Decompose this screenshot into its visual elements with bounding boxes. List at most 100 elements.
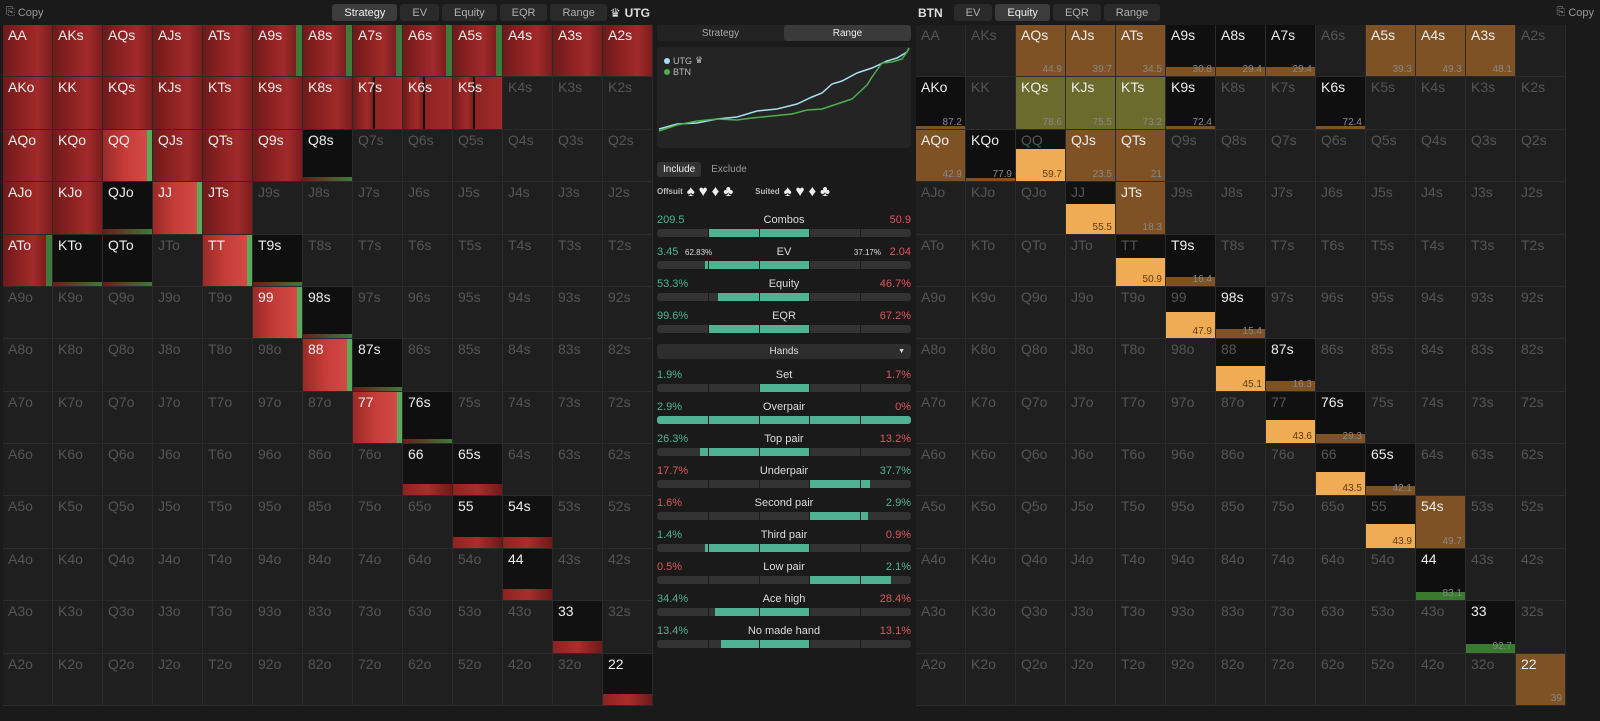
hand-cell[interactable]: Q5s bbox=[453, 129, 503, 183]
hand-cell[interactable]: K9o bbox=[966, 286, 1016, 340]
hand-cell[interactable]: T2s bbox=[1516, 234, 1566, 287]
hand-cell[interactable]: 83o bbox=[303, 601, 353, 654]
hand-cell[interactable]: 34.5 ATs bbox=[1116, 25, 1166, 78]
hand-cell[interactable]: 63s bbox=[553, 444, 603, 497]
hand-cell[interactable]: 83o bbox=[1216, 601, 1266, 654]
tab-range[interactable]: Range bbox=[550, 4, 607, 21]
hand-cell[interactable]: 88 bbox=[303, 339, 353, 392]
hand-cell[interactable]: J3s bbox=[1466, 182, 1516, 235]
tab-eqr-right[interactable]: EQR bbox=[1052, 4, 1101, 21]
hand-cell[interactable]: Q3s bbox=[553, 129, 603, 183]
hand-cell[interactable]: T5o bbox=[203, 496, 253, 549]
hand-cell[interactable]: 54o bbox=[1366, 548, 1416, 602]
hand-cell[interactable]: 64s bbox=[503, 444, 553, 497]
hand-cell[interactable]: 76s bbox=[403, 391, 453, 445]
hand-cell[interactable]: T2s bbox=[603, 234, 653, 287]
hand-cell[interactable]: 43.6 77 bbox=[1266, 391, 1316, 445]
hand-cell[interactable]: A6s bbox=[403, 25, 453, 78]
hand-cell[interactable]: K9s bbox=[253, 77, 303, 130]
hand-cell[interactable]: 92s bbox=[603, 286, 653, 340]
hand-cell[interactable]: 97s bbox=[1266, 286, 1316, 340]
hand-cell[interactable]: 23.5 QJs bbox=[1066, 129, 1116, 183]
hand-cell[interactable]: J7o bbox=[1066, 391, 1116, 445]
hand-cell[interactable]: 33 bbox=[553, 601, 603, 654]
hand-cell[interactable]: J5o bbox=[1066, 496, 1116, 549]
hand-cell[interactable]: 49.3 A4s bbox=[1416, 25, 1466, 78]
hand-cell[interactable]: 96s bbox=[403, 286, 453, 340]
hand-cell[interactable]: 62s bbox=[603, 444, 653, 497]
hand-cell[interactable]: T5s bbox=[1366, 234, 1416, 287]
hand-cell[interactable]: 96s bbox=[1316, 286, 1366, 340]
hand-cell[interactable]: 39 22 bbox=[1516, 653, 1566, 706]
hand-cell[interactable]: ATo bbox=[916, 234, 966, 287]
spade-icon[interactable]: ♠ bbox=[686, 183, 695, 200]
hand-cell[interactable]: A4s bbox=[503, 25, 553, 78]
hand-cell[interactable]: 74s bbox=[1416, 391, 1466, 445]
include-toggle[interactable]: Include bbox=[657, 162, 702, 177]
hand-cell[interactable]: 82o bbox=[303, 653, 353, 706]
hand-cell[interactable]: 86s bbox=[1316, 339, 1366, 392]
hand-cell[interactable]: J5s bbox=[453, 182, 503, 235]
hand-cell[interactable]: 53o bbox=[1366, 601, 1416, 654]
hand-cell[interactable]: 84o bbox=[1216, 548, 1266, 602]
hand-cell[interactable]: 95o bbox=[1166, 496, 1216, 549]
hand-cell[interactable]: K3s bbox=[553, 77, 603, 130]
hand-cell[interactable]: 42s bbox=[603, 548, 653, 602]
hand-cell[interactable]: Q4o bbox=[103, 548, 153, 602]
hand-cell[interactable]: A6o bbox=[3, 444, 53, 497]
hand-cell[interactable]: QJo bbox=[103, 182, 153, 235]
hand-cell[interactable]: 15.4 98s bbox=[1216, 286, 1266, 340]
hand-cell[interactable]: 42s bbox=[1516, 548, 1566, 602]
hand-cell[interactable]: K7s bbox=[353, 77, 403, 130]
hand-cell[interactable]: 94s bbox=[1416, 286, 1466, 340]
hand-cell[interactable]: Q5o bbox=[103, 496, 153, 549]
hand-cell[interactable]: A2s bbox=[1516, 25, 1566, 78]
hand-cell[interactable]: 52o bbox=[1366, 653, 1416, 706]
hand-cell[interactable]: 85s bbox=[1366, 339, 1416, 392]
hand-cell[interactable]: Q4s bbox=[503, 129, 553, 183]
hand-cell[interactable]: K2s bbox=[1516, 77, 1566, 130]
hand-cell[interactable]: 97o bbox=[1166, 391, 1216, 445]
hand-cell[interactable]: J4o bbox=[153, 548, 203, 602]
hand-cell[interactable]: T6o bbox=[1116, 444, 1166, 497]
hand-cell[interactable]: K8o bbox=[53, 339, 103, 392]
hand-cell[interactable]: J4s bbox=[1416, 182, 1466, 235]
hand-cell[interactable]: 43o bbox=[1416, 601, 1466, 654]
hand-cell[interactable]: 62o bbox=[403, 653, 453, 706]
hand-cell[interactable]: QJo bbox=[1016, 182, 1066, 235]
tab-equity[interactable]: Equity bbox=[442, 4, 497, 21]
hand-cell[interactable]: K6o bbox=[53, 444, 103, 497]
hand-cell[interactable]: T6s bbox=[1316, 234, 1366, 287]
hand-cell[interactable]: A9o bbox=[3, 286, 53, 340]
hand-cell[interactable]: K3o bbox=[53, 601, 103, 654]
hand-cell[interactable]: 97o bbox=[253, 391, 303, 445]
hand-cell[interactable]: 29.3 76s bbox=[1316, 391, 1366, 445]
hand-cell[interactable]: J9o bbox=[1066, 286, 1116, 340]
hand-cell[interactable]: T8s bbox=[303, 234, 353, 287]
hand-cell[interactable]: T6s bbox=[403, 234, 453, 287]
hand-cell[interactable]: A8o bbox=[3, 339, 53, 392]
hand-cell[interactable]: 87s bbox=[353, 339, 403, 392]
hand-cell[interactable]: 94s bbox=[503, 286, 553, 340]
hand-cell[interactable]: J6o bbox=[1066, 444, 1116, 497]
hand-cell[interactable]: T2o bbox=[1116, 653, 1166, 706]
hand-cell[interactable]: J9s bbox=[1166, 182, 1216, 235]
hand-cell[interactable]: AA bbox=[3, 25, 53, 78]
hand-cell[interactable]: T4o bbox=[203, 548, 253, 602]
hand-cell[interactable]: 43s bbox=[1466, 548, 1516, 602]
hand-cell[interactable]: 63o bbox=[403, 601, 453, 654]
hand-cell[interactable]: 75s bbox=[453, 391, 503, 445]
tab-equity-right[interactable]: Equity bbox=[995, 4, 1050, 21]
hand-cell[interactable]: 73.2 KTs bbox=[1116, 77, 1166, 130]
hand-cell[interactable]: 44 bbox=[503, 548, 553, 602]
hand-cell[interactable]: Q6o bbox=[103, 444, 153, 497]
hand-cell[interactable]: 76o bbox=[353, 444, 403, 497]
hand-cell[interactable]: J5o bbox=[153, 496, 203, 549]
hand-cell[interactable]: 92o bbox=[253, 653, 303, 706]
hand-cell[interactable]: A7o bbox=[916, 391, 966, 445]
hand-cell[interactable]: K6s bbox=[403, 77, 453, 130]
hand-cell[interactable]: 93s bbox=[1466, 286, 1516, 340]
hand-cell[interactable]: K6o bbox=[966, 444, 1016, 497]
club-icon[interactable]: ♣ bbox=[820, 183, 830, 200]
hand-cell[interactable]: 84s bbox=[1416, 339, 1466, 392]
